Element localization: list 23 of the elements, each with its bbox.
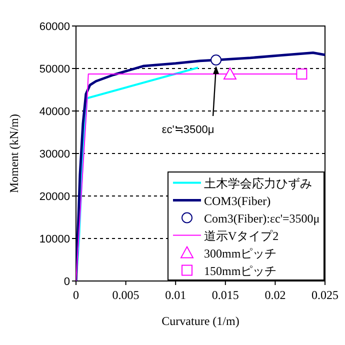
y-tick-label: 30000 bbox=[39, 148, 70, 160]
legend-label: 300mmピッチ bbox=[204, 246, 277, 260]
legend-label: 道示Vタイプ2 bbox=[204, 228, 279, 243]
x-axis-title: Curvature (1/m) bbox=[162, 314, 240, 328]
legend-label: 150mmピッチ bbox=[204, 264, 277, 278]
y-tick-label: 60000 bbox=[39, 21, 70, 33]
legend-label: Com3(Fiber):εc'=3500μ bbox=[204, 211, 320, 226]
y-tick-label: 20000 bbox=[39, 191, 70, 203]
x-tick-label: 0.025 bbox=[312, 288, 338, 302]
line-series bbox=[76, 52, 326, 281]
legend-label: COM3(Fiber) bbox=[204, 194, 271, 208]
y-tick-label: 0 bbox=[64, 276, 70, 288]
y-axis-title: Moment (kN/m) bbox=[7, 114, 21, 193]
y-tick-label: 10000 bbox=[39, 234, 70, 246]
annotation: εc'≒3500μ bbox=[162, 124, 214, 136]
y-tick-label: 40000 bbox=[39, 106, 70, 118]
x-tick-label: 0.01 bbox=[165, 288, 186, 302]
x-tick-label: 0 bbox=[73, 288, 79, 302]
x-tick-label: 0.015 bbox=[212, 288, 239, 302]
y-tick-label: 50000 bbox=[39, 64, 70, 76]
x-tick-label: 0.005 bbox=[112, 288, 140, 302]
legend-label: 土木学会応力ひずみ bbox=[204, 176, 312, 190]
x-tick-label: 0.02 bbox=[264, 288, 286, 302]
